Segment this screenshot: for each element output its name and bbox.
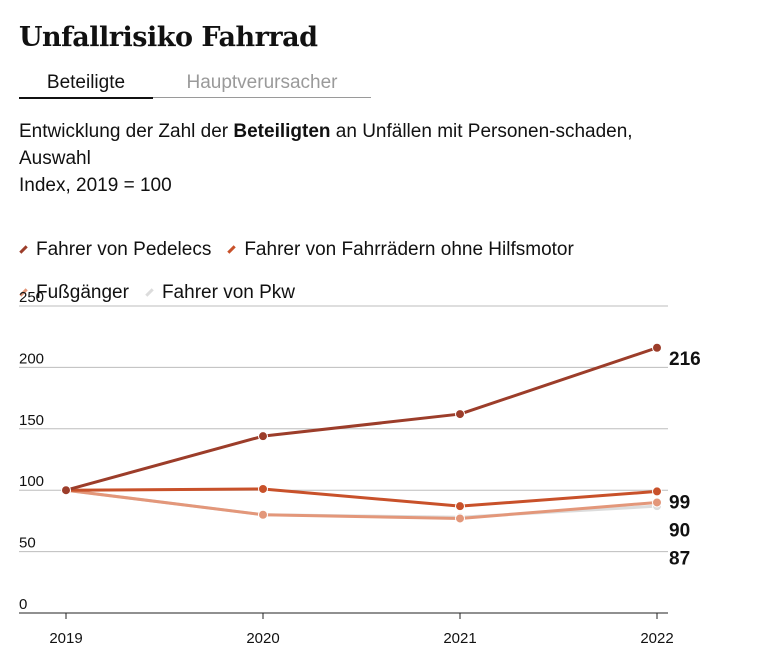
- end-value-label: 216: [669, 349, 701, 370]
- legend-row: Fußgänger Fahrer von Pkw: [19, 271, 739, 314]
- y-tick-label: 100: [19, 473, 44, 490]
- tab-beteiligte[interactable]: Beteiligte: [19, 72, 153, 99]
- data-point: [258, 483, 268, 494]
- data-point: [455, 409, 465, 420]
- y-tick-label: 0: [19, 596, 27, 613]
- legend-item-pedelecs: Fahrer von Pedelecs: [19, 239, 211, 261]
- tab-hauptverursacher[interactable]: Hauptverursacher: [153, 72, 371, 98]
- series-line: [64, 346, 659, 492]
- legend-label-fussgaenger: Fußgänger: [36, 281, 129, 303]
- end-value-label: 87: [669, 548, 690, 569]
- legend-label-pedelecs: Fahrer von Pedelecs: [36, 238, 212, 260]
- series-line: [64, 488, 659, 520]
- tab-bar: Beteiligte Hauptverursacher: [19, 72, 371, 99]
- data-point: [652, 486, 662, 497]
- x-tick-label: 2020: [246, 630, 279, 647]
- data-point: [455, 513, 465, 524]
- legend-item-pkw: Fahrer von Pkw: [145, 282, 295, 304]
- x-tick-label: 2019: [49, 630, 82, 647]
- end-value-label: 99: [669, 492, 690, 513]
- legend: Fahrer von Pedelecs Fahrer von Fahrräder…: [19, 228, 739, 314]
- data-point: [258, 431, 268, 442]
- y-tick-label: 150: [19, 412, 44, 429]
- legend-row: Fahrer von Pedelecs Fahrer von Fahrräder…: [19, 228, 739, 271]
- data-point: [258, 509, 268, 520]
- data-point: [455, 501, 465, 512]
- subtitle-text-post: an Unfällen mit Personen-schaden, Auswah…: [19, 121, 633, 169]
- data-point: [61, 485, 71, 496]
- y-tick-label: 250: [19, 289, 44, 306]
- y-tick-label: 200: [19, 350, 44, 367]
- x-tick-label: 2022: [640, 630, 673, 647]
- legend-label-pkw: Fahrer von Pkw: [161, 281, 295, 303]
- legend-item-fussgaenger: Fußgänger: [19, 282, 129, 304]
- series-line: [64, 487, 659, 508]
- data-point: [652, 497, 662, 508]
- legend-item-fahrrad: Fahrer von Fahrrädern ohne Hilfsmotor: [227, 238, 574, 261]
- y-tick-label: 50: [19, 535, 36, 552]
- end-value-label: 90: [669, 520, 690, 541]
- legend-label-fahrrad: Fahrer von Fahrrädern ohne Hilfsmotor: [244, 238, 574, 260]
- chart-subtitle: Entwicklung der Zahl der Beteiligten an …: [19, 118, 659, 199]
- series-line: [64, 488, 659, 519]
- subtitle-index-note: Index, 2019 = 100: [19, 175, 172, 196]
- subtitle-text-bold: Beteiligten: [233, 121, 331, 142]
- data-point: [652, 342, 662, 353]
- x-tick-label: 2021: [443, 630, 476, 647]
- chart-title: Unfallrisiko Fahrrad: [19, 22, 318, 53]
- subtitle-text-pre: Entwicklung der Zahl der: [19, 121, 234, 142]
